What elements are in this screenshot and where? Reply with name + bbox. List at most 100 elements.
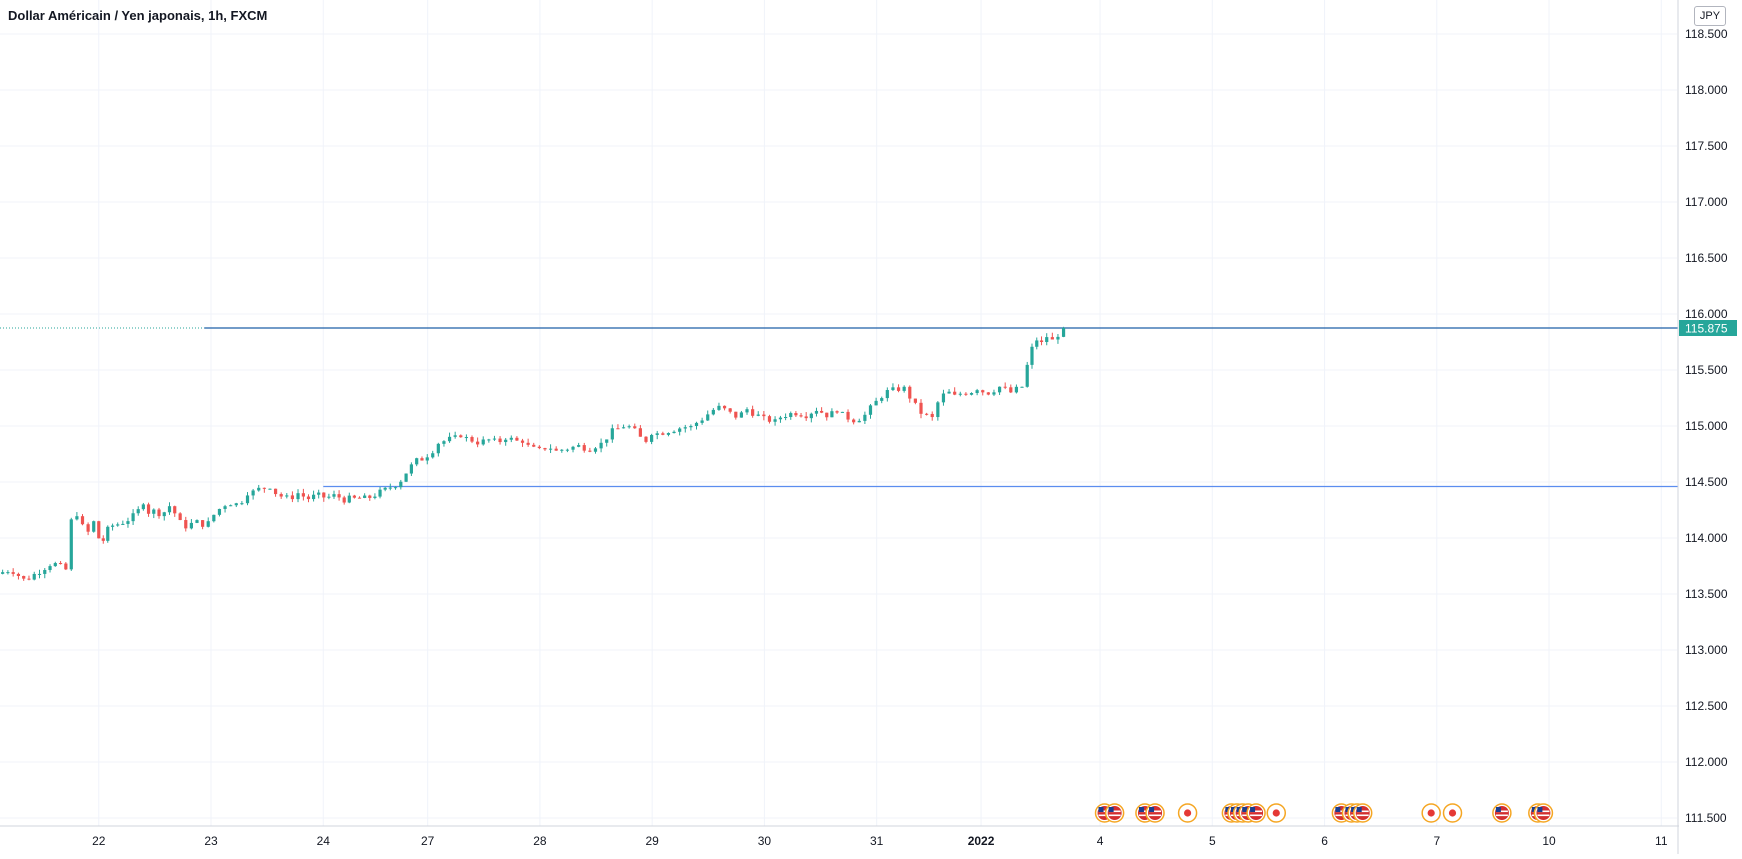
candle-body [470, 437, 474, 442]
us-flag-icon[interactable] [1246, 803, 1266, 823]
us-flag-stripe [1335, 810, 1348, 813]
candle-body [378, 489, 382, 497]
candle-body [399, 481, 403, 488]
candle-body [306, 496, 311, 500]
candle-body [638, 428, 642, 437]
candle-body [784, 417, 788, 419]
japan-flag-icon[interactable] [1266, 803, 1287, 823]
x-tick-label: 5 [1209, 834, 1216, 848]
us-flag-stripe [1250, 814, 1263, 817]
last-price-badge [1679, 320, 1737, 336]
candle-body [683, 427, 687, 429]
candle-body [804, 416, 808, 419]
candle-body [655, 433, 659, 435]
us-flag-icon[interactable] [1533, 803, 1554, 823]
candle-body [121, 523, 125, 525]
x-tick-label: 28 [533, 834, 547, 848]
candle-body [229, 505, 233, 507]
jp-flag-sun [1183, 809, 1192, 817]
grid [0, 0, 1677, 826]
candle-body [981, 390, 985, 393]
candle-body [997, 386, 1002, 393]
currency-badge[interactable]: JPY [1694, 6, 1726, 26]
candle-body [925, 413, 929, 415]
chart-title: Dollar Américain / Yen japonais, 1h, FXC… [8, 8, 268, 23]
us-flag-canton [1098, 807, 1104, 812]
candle-body [447, 436, 452, 442]
japan-flag-icon[interactable] [1442, 803, 1463, 823]
candle-body [245, 495, 250, 504]
candle-body [548, 448, 553, 450]
candle-body [184, 520, 188, 529]
x-tick-label: 30 [758, 834, 772, 848]
candle-body [846, 411, 850, 420]
x-tick-label: 11 [1655, 834, 1668, 848]
candle-body [773, 419, 777, 422]
us-flag-canton [1230, 807, 1236, 812]
candle-body [868, 405, 873, 415]
candle-body [189, 522, 193, 529]
candle-body [131, 513, 135, 522]
candle-body [588, 450, 592, 452]
candle-body [520, 440, 525, 443]
candle-body [141, 504, 145, 510]
horizontal-lines[interactable] [0, 327, 1678, 488]
candle-body [809, 413, 813, 419]
candle-body [930, 413, 934, 418]
us-flag-stripe [1356, 814, 1369, 817]
x-tick-label: 22 [92, 834, 106, 848]
us-flag-icon[interactable] [1352, 803, 1373, 823]
us-flag-icon[interactable] [1104, 803, 1125, 823]
economic-events[interactable] [1094, 803, 1554, 823]
candle-body [504, 439, 508, 443]
candle-body [442, 441, 446, 444]
candle-body [969, 393, 974, 395]
us-flag-icon[interactable] [1145, 803, 1165, 823]
candle-body [880, 398, 884, 401]
candle-body [1009, 387, 1013, 393]
candle-body [621, 427, 626, 429]
candle-body [820, 410, 824, 413]
candle-body [268, 488, 272, 490]
candle-body [453, 435, 457, 437]
candle-body [947, 391, 951, 394]
candle-body [69, 519, 73, 570]
y-tick-label: 115.000 [1685, 419, 1728, 433]
candle-body [388, 487, 392, 489]
candle-body [1003, 386, 1007, 388]
candle-body [6, 572, 10, 574]
candle-body [92, 521, 96, 532]
candle-body [273, 488, 278, 495]
candle-body [110, 525, 115, 527]
candle-body [11, 572, 15, 574]
us-flag-icon[interactable] [1492, 803, 1512, 823]
candle-body [891, 387, 895, 391]
candle-body [650, 434, 654, 442]
candle-body [373, 496, 377, 498]
japan-flag-icon[interactable] [1177, 803, 1198, 823]
us-flag-canton [1495, 807, 1501, 812]
candle-body [1035, 340, 1039, 347]
candle-body [874, 400, 878, 406]
candle-body [627, 426, 631, 428]
candle-body [296, 493, 300, 500]
candle-body [195, 520, 199, 523]
candle-body [317, 492, 321, 495]
candle-body [789, 413, 793, 418]
candle-body [212, 514, 216, 522]
x-tick-label: 6 [1321, 834, 1328, 848]
candle-body [1025, 364, 1029, 387]
candle-body [201, 520, 205, 527]
candle-body [722, 405, 727, 409]
candle-body [22, 575, 26, 579]
us-flag-stripe [1537, 810, 1550, 813]
jp-flag-sun [1272, 809, 1280, 817]
japan-flag-icon[interactable] [1421, 803, 1441, 823]
candle-body [902, 386, 906, 391]
candle-body [352, 495, 357, 498]
candle-body [992, 392, 996, 395]
candle-body [706, 414, 710, 421]
candle-body [1, 572, 5, 574]
